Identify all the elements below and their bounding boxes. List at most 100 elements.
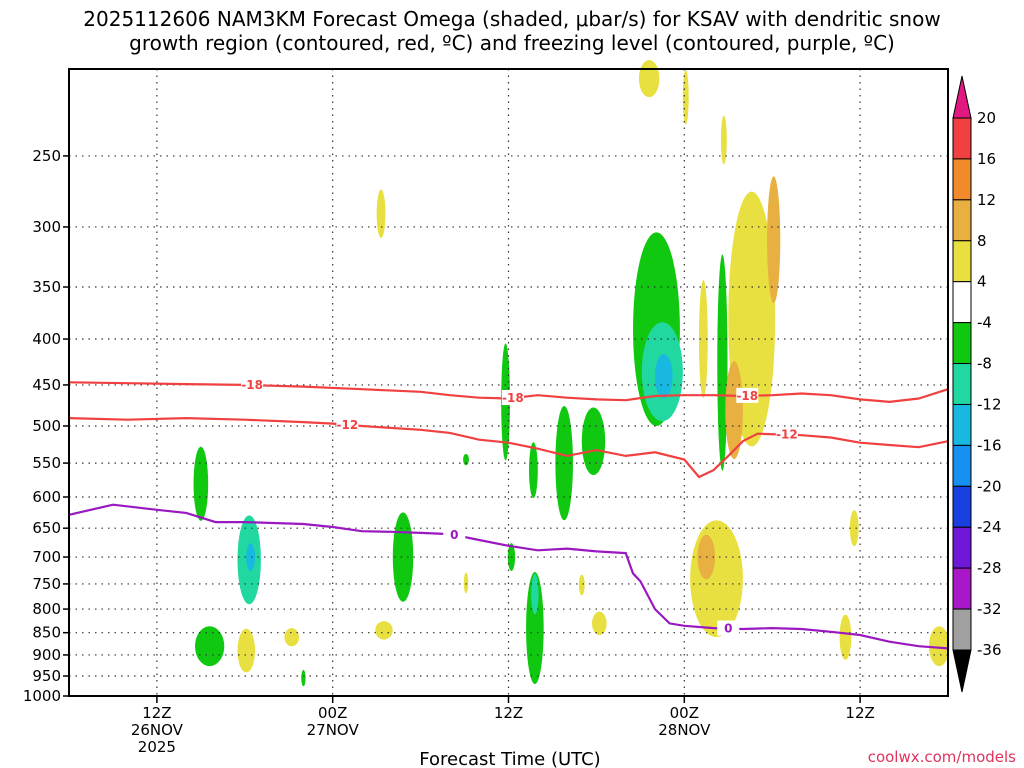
contour-label-bg-1-1 [775,426,798,442]
colorbar-tick-label-12: -32 [977,600,1002,618]
colorbar-band-2 [952,199,972,242]
omega-blob-26 [698,280,708,398]
colorbar-tick-label-9: -20 [977,477,1002,495]
omega-blob-0 [193,446,209,521]
contour-label-2-0: 0 [450,528,458,542]
omega-blob-31 [767,176,781,304]
y-tick-label-800: 800 [32,600,61,618]
contour-label-bg-0-2 [736,387,759,403]
omega-blob-11 [463,572,469,594]
y-tick-label-600: 600 [32,488,61,506]
omega-blob-4 [237,628,256,673]
omega-blob-8 [392,512,414,602]
colorbar: 20 16 12 8 4 -4 -8 -12 -16 -20 -24 -28 -32 -36 [952,75,1002,693]
contour-label-2-1: 0 [724,622,732,636]
colorbar-tick-label-3: 8 [977,232,987,250]
y-tick-label-350: 350 [32,278,61,296]
y-tick-label-750: 750 [32,575,61,593]
omega-blob-24 [638,60,660,98]
omega-blob-9 [375,621,393,640]
omega-blob-6 [301,669,306,687]
x-tick-label-30-0: 12Z [494,704,523,722]
omega-blob-25 [682,69,689,125]
y-tick-label-700: 700 [32,548,61,566]
x-tick-label-18-0: 00Z [318,704,347,722]
omega-blob-28 [720,115,727,165]
y-axis: 250 300 350 400 450 500 550 600 650 700 750 800 850 9… [23,147,69,705]
omega-blob-14 [529,442,538,498]
contour-layer: -18 -18 -18 -12 -12 0 0 [68,377,949,650]
x-tick-label-42-0: 00Z [670,704,699,722]
y-tick-label-950: 950 [32,667,61,685]
colorbar-tick-label-0: 20 [977,109,996,127]
colorbar-tick-label-4: 4 [977,273,987,291]
y-tick-label-300: 300 [32,218,61,236]
omega-blob-34 [839,614,852,660]
omega-blob-3 [194,626,225,667]
colorbar-tick-label-13: -36 [977,641,1002,659]
x-tick-label-6-1: 26NOV [131,721,184,739]
colorbar-band-6 [952,363,972,405]
contour-label-1-0: -12 [337,418,359,432]
contour-label-0-1: -18 [502,391,524,405]
colorbar-tick-label-5: -4 [977,314,992,332]
omega-blob-19 [578,574,585,596]
colorbar-band-0 [952,117,972,160]
colorbar-band-11 [952,567,972,610]
y-tick-label-550: 550 [32,454,61,472]
x-tick-label-6-0: 12Z [142,704,171,722]
x-tick-label-18-1: 27NOV [307,721,360,739]
y-tick-label-1000: 1000 [23,687,61,705]
omega-blob-35 [849,510,859,547]
x-tick-label-42-1: 28NOV [658,721,711,739]
colorbar-bottom-arrow [952,649,972,693]
credit-text: coolwx.com/models [868,748,1016,766]
contour-label-1-1: -12 [776,428,798,442]
omega-shading-layer [193,60,950,687]
colorbar-tick-label-2: 12 [977,191,996,209]
colorbar-band-9 [952,485,972,528]
contour-label-0-2: -18 [736,389,758,403]
y-tick-label-650: 650 [32,519,61,537]
contour-label-bg-2-0 [443,527,466,543]
plot-frame [68,68,949,697]
grid-layer [69,69,948,697]
omega-blob-7 [376,189,386,238]
chart-title-line-1: 2025112606 NAM3KM Forecast Omega (shaded… [83,7,940,31]
colorbar-band-8 [952,444,972,487]
omega-blob-18 [581,407,606,476]
contour-label-bg-0-0 [241,377,264,393]
x-axis-label: Forecast Time (UTC) [419,749,600,768]
contour-label-bg-2-1 [717,620,740,636]
x-tick-label-6-2: 2025 [138,738,176,756]
colorbar-tick-label-10: -24 [977,518,1002,536]
contour-line-1 [68,416,949,479]
x-tick-label-54-0: 12Z [845,704,874,722]
y-tick-label-250: 250 [32,147,61,165]
colorbar-band-10 [952,526,972,569]
colorbar-band-5 [952,322,972,365]
chart-title-line-2: growth region (contoured, red, ºC) and f… [129,31,895,55]
omega-blob-20 [592,611,607,636]
omega-blob-10 [463,453,469,466]
omega-blob-30 [725,361,743,460]
y-tick-label-450: 450 [32,376,61,394]
colorbar-tick-label-11: -28 [977,559,1002,577]
colorbar-band-7 [952,403,972,446]
y-tick-label-850: 850 [32,624,61,642]
colorbar-tick-label-8: -16 [977,436,1002,454]
colorbar-band-12 [952,608,972,651]
colorbar-top-arrow [952,75,972,119]
omega-blob-36 [928,626,950,667]
y-tick-label-900: 900 [32,646,61,664]
contour-label-0-0: -18 [241,378,263,392]
contour-label-bg-0-1 [501,390,524,406]
omega-blob-23 [655,354,673,399]
omega-blob-5 [284,628,300,647]
colorbar-band-4 [952,281,972,324]
colorbar-tick-label-7: -12 [977,395,1002,413]
colorbar-band-3 [952,240,972,283]
contour-label-bg-1-0 [336,416,359,432]
